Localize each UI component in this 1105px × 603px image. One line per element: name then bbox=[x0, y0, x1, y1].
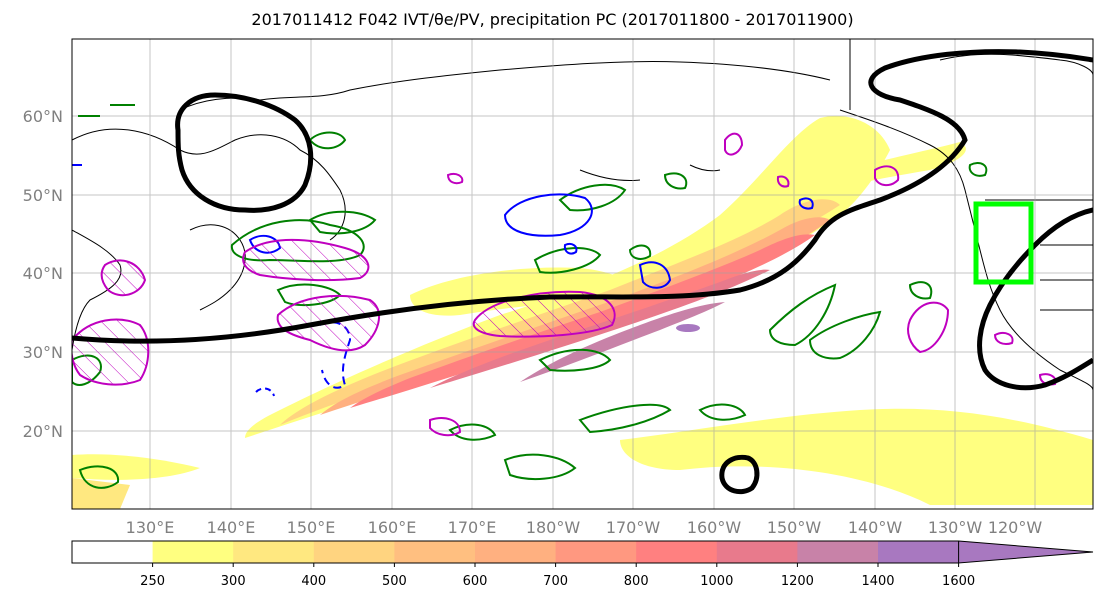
lon-label-150w: 150°W bbox=[766, 518, 822, 537]
lon-label-160e: 160°E bbox=[367, 518, 417, 537]
pv-contour-lines bbox=[72, 49, 1093, 495]
lat-label-40n: 40°N bbox=[22, 264, 63, 283]
lon-label-180w: 180°W bbox=[525, 518, 581, 537]
lat-label-30n: 30°N bbox=[22, 343, 63, 362]
colorbar-segment bbox=[555, 541, 637, 563]
colorbar-tick-label: 1200 bbox=[780, 574, 814, 589]
colorbar-segment bbox=[313, 541, 395, 563]
lon-label-140w: 140°W bbox=[847, 518, 903, 537]
lon-label-120w: 120°W bbox=[987, 518, 1043, 537]
colorbar-segment bbox=[394, 541, 476, 563]
colorbar-segment bbox=[878, 541, 960, 563]
lat-label-50n: 50°N bbox=[22, 186, 63, 205]
map-title: 2017011412 F042 IVT/θe/PV, precipitation… bbox=[251, 10, 854, 29]
lon-label-130e: 130°E bbox=[125, 518, 175, 537]
colorbar-segment bbox=[716, 541, 798, 563]
colorbar-segment bbox=[797, 541, 879, 563]
lon-label-140e: 140°E bbox=[206, 518, 256, 537]
lat-label-20n: 20°N bbox=[22, 422, 63, 441]
colorbar-tick-label: 1400 bbox=[861, 574, 895, 589]
colorbar-tick-label: 800 bbox=[623, 574, 649, 589]
colorbar-tick-label: 1000 bbox=[700, 574, 734, 589]
target-region-box bbox=[973, 201, 1034, 285]
lon-label-160w: 160°W bbox=[686, 518, 742, 537]
colorbar-segment bbox=[72, 541, 154, 563]
lon-label-130w: 130°W bbox=[927, 518, 983, 537]
colorbar-outline bbox=[71, 540, 959, 564]
lon-label-150e: 150°E bbox=[286, 518, 336, 537]
lon-label-170w: 170°W bbox=[605, 518, 661, 537]
colorbar-tick-label: 300 bbox=[220, 574, 246, 589]
colorbar-tick-label: 400 bbox=[301, 574, 327, 589]
lat-label-60n: 60°N bbox=[22, 107, 63, 126]
colorbar-segment bbox=[233, 541, 315, 563]
colorbar-tick-label: 500 bbox=[381, 574, 407, 589]
colorbar-tick-label: 700 bbox=[543, 574, 569, 589]
colorbar-extend-arrow bbox=[958, 540, 1094, 564]
colorbar-segment bbox=[636, 541, 718, 563]
lon-label-170e: 170°E bbox=[447, 518, 497, 537]
colorbar-tick-label: 1600 bbox=[942, 574, 976, 589]
colorbar-tick-label: 250 bbox=[140, 574, 166, 589]
colorbar-segment bbox=[475, 541, 557, 563]
colorbar-segment bbox=[152, 541, 234, 563]
pv-anomaly-regions bbox=[72, 132, 1057, 437]
colorbar bbox=[71, 540, 1094, 567]
colorbar-tick-label: 600 bbox=[462, 574, 488, 589]
map-frame bbox=[71, 38, 1094, 510]
